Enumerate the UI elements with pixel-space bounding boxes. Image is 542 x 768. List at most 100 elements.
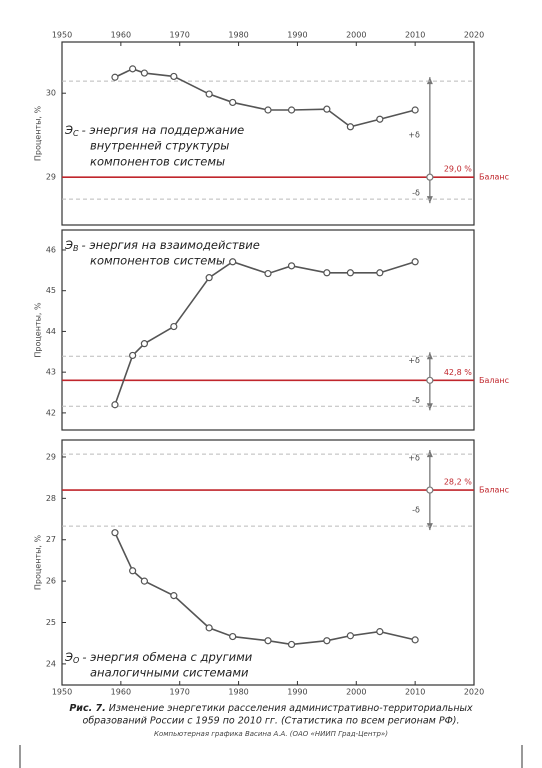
data-line	[114, 260, 416, 406]
plot-frame	[61, 41, 475, 226]
data-point	[205, 90, 213, 98]
x-tick-label: 2010	[405, 31, 425, 40]
data-point	[323, 269, 331, 277]
data-point	[170, 592, 178, 600]
data-point	[111, 529, 119, 537]
y-tick-label: 28	[46, 494, 56, 503]
data-point	[376, 269, 384, 277]
x-tick-label: 2020	[464, 31, 484, 40]
data-point	[129, 567, 137, 575]
data-point	[129, 65, 137, 73]
data-point	[140, 340, 148, 348]
delta-minus: -δ	[412, 396, 420, 405]
data-point	[129, 351, 137, 360]
data-point	[229, 632, 237, 641]
annotation-line: внутренней структуры	[90, 139, 229, 153]
balance-point	[426, 173, 434, 181]
balance-value-label: 29,0 %	[444, 165, 472, 174]
data-line	[114, 532, 416, 646]
y-axis-label: Проценты, %	[34, 105, 43, 161]
balance-point	[426, 486, 434, 494]
caption-line: Рис. 7. Изменение энергетики расселения …	[69, 703, 473, 714]
x-tick-label: 1990	[287, 688, 307, 697]
data-point	[229, 98, 237, 107]
caption-label: Рис. 7.	[69, 703, 105, 714]
caption-text: Изменение энергетики расселения админист…	[109, 703, 473, 714]
data-point	[346, 269, 354, 277]
x-tick-label: 1970	[170, 31, 190, 40]
y-tick-label: 29	[46, 452, 56, 461]
data-point	[264, 269, 272, 278]
y-tick-label: 46	[46, 245, 56, 254]
x-tick-label: 2010	[405, 688, 425, 697]
annotation-symbol: Э	[64, 650, 73, 664]
balance-text: Баланс	[479, 173, 509, 182]
data-point	[205, 624, 213, 632]
balance-text: Баланс	[479, 486, 509, 495]
x-tick-label: 1980	[228, 31, 248, 40]
delta-plus: +δ	[408, 454, 420, 463]
annotation-text: - энергия на поддержание	[82, 123, 245, 137]
data-point	[170, 72, 178, 81]
data-point	[140, 577, 148, 585]
annotation-line: аналогичными системами	[90, 666, 249, 680]
plot-frame	[61, 439, 475, 686]
delta-minus: -δ	[412, 506, 420, 515]
balance-value-label: 42,8 %	[444, 368, 472, 377]
x-tick-label: 1980	[228, 688, 248, 697]
credit: Компьютерная графика Васина А.А. (ОАО «Н…	[154, 730, 388, 738]
delta-minus: -δ	[412, 189, 420, 198]
data-point	[346, 123, 354, 131]
data-line	[114, 67, 416, 128]
x-tick-label: 1990	[287, 31, 307, 40]
x-tick-label: 2020	[464, 688, 484, 697]
y-tick-label: 24	[46, 659, 56, 668]
data-point	[411, 636, 419, 644]
data-point	[264, 637, 272, 645]
data-point	[111, 73, 119, 81]
balance-text: Баланс	[479, 376, 509, 385]
annotation-symbol: Э	[64, 123, 73, 137]
data-point	[170, 322, 178, 331]
data-point	[287, 262, 296, 270]
annotation-line: компонентов системы	[90, 254, 225, 268]
y-tick-label: 43	[46, 368, 56, 377]
balance-point	[426, 376, 434, 384]
data-point	[287, 106, 296, 114]
annotation-line: компонентов системы	[90, 155, 225, 169]
annotation-line: ЭВ - энергия на взаимодействие	[64, 238, 260, 253]
data-point	[264, 106, 272, 114]
data-point	[346, 632, 354, 640]
y-tick-label: 25	[46, 618, 56, 627]
x-tick-label: 1960	[111, 31, 131, 40]
annotation-symbol: Э	[64, 238, 73, 252]
data-point	[411, 258, 419, 266]
annotation-text: - энергия обмена с другими	[82, 650, 252, 664]
y-tick-label: 26	[46, 577, 56, 586]
annotation-subscript: В	[73, 244, 79, 253]
caption-text: образований России с 1959 по 2010 гг. (С…	[83, 716, 460, 727]
data-point	[323, 105, 331, 113]
delta-plus: +δ	[408, 356, 420, 365]
x-tick-label: 1950	[52, 31, 72, 40]
data-point	[287, 640, 296, 649]
annotation-line: ЭО - энергия обмена с другими	[64, 650, 253, 665]
x-tick-label: 1970	[170, 688, 190, 697]
y-tick-label: 29	[46, 173, 56, 182]
x-tick-label: 1950	[52, 688, 72, 697]
data-point	[140, 69, 148, 77]
annotation-text: - энергия на взаимодействие	[82, 238, 260, 252]
data-point	[205, 274, 213, 282]
x-tick-label: 2000	[346, 688, 366, 697]
data-point	[376, 628, 384, 636]
x-tick-label: 1960	[111, 688, 131, 697]
y-tick-label: 30	[46, 89, 56, 98]
y-tick-label: 44	[46, 327, 56, 336]
data-point	[323, 637, 331, 645]
data-point	[411, 106, 419, 114]
delta-plus: +δ	[408, 131, 420, 140]
annotation-subscript: О	[73, 656, 79, 665]
data-point	[376, 115, 384, 123]
y-tick-label: 27	[46, 535, 56, 544]
